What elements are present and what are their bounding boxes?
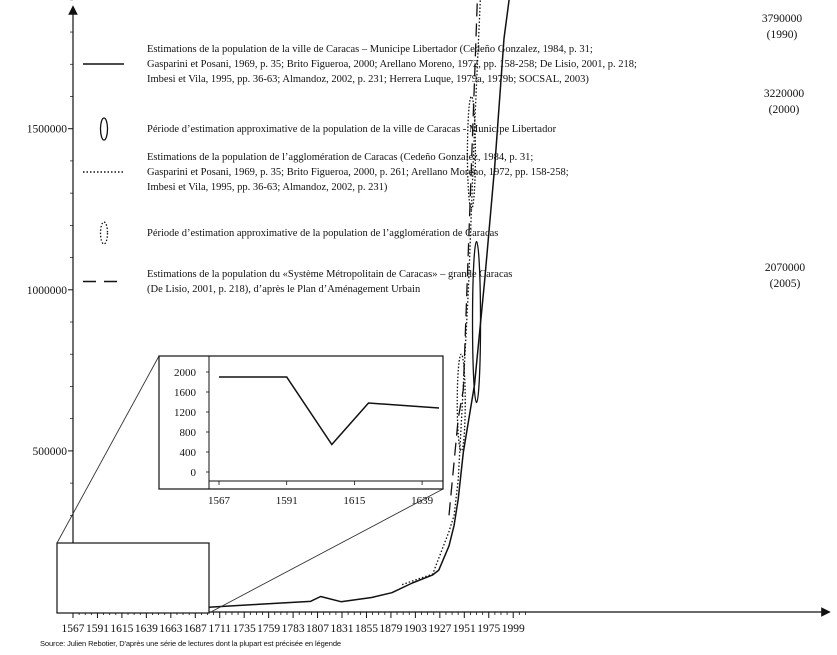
legend-text-line: Gasparini et Posani, 1969, p. 35; Brito …: [147, 59, 637, 70]
legend: Estimations de la population de la ville…: [83, 44, 637, 295]
main-ticks: 1567 1591 1615 1639 1663 1687 1711 1735 1759 1783…: [27, 0, 526, 635]
main-axes: [68, 5, 831, 617]
legend-text-line: Période d’estimation approximative de la…: [147, 228, 498, 239]
inset-y-tick-label: 400: [180, 447, 197, 459]
inset-series-line: [219, 376, 440, 446]
inset-chart: 0 400 800 1200 1600 2000 1567 1591 1615 1639: [56, 355, 444, 614]
x-tick-label: 1591: [86, 623, 109, 635]
legend-text-line: Estimations de la population du «Système…: [147, 269, 512, 280]
end-labels: 3790000 (1990) 3220000 (2000) 2070000 (2005): [762, 13, 806, 290]
legend-text-line: Imbesi et Vila, 1995, pp. 36-63; Almando…: [147, 74, 589, 85]
legend-symbol-ellipse-solid: [99, 117, 109, 141]
legend-text-line: Estimations de la population de la ville…: [147, 44, 593, 55]
estimation-period-agglomeration: [456, 353, 466, 452]
estimation-periods: [456, 95, 482, 452]
x-tick-label: 1735: [233, 623, 256, 635]
inset-x-tick-label: 1639: [411, 495, 434, 507]
end-label-year: (2000): [769, 104, 800, 116]
legend-text-line: Période d’estimation approximative de la…: [147, 124, 557, 135]
x-tick-label: 1975: [477, 623, 500, 635]
y-tick-label: 1000000: [27, 285, 68, 297]
legend-text-line: Estimations de la population de l’agglom…: [147, 152, 533, 163]
inset-x-tick-label: 1591: [276, 495, 298, 507]
y-tick-label: 500000: [33, 446, 68, 458]
inset-y-tick-label: 2000: [174, 367, 197, 379]
x-tick-label: 1855: [355, 623, 378, 635]
inset-y-tick-label: 1200: [174, 407, 197, 419]
end-label-year: (1990): [767, 29, 798, 41]
x-tick-label: 1663: [159, 623, 182, 635]
x-tick-label: 1903: [404, 623, 427, 635]
estimation-period-ville: [471, 240, 482, 404]
x-tick-label: 1687: [184, 623, 207, 635]
end-label-year: (2005): [770, 278, 801, 290]
x-tick-label: 1783: [282, 623, 305, 635]
end-label-value: 3790000: [762, 13, 803, 25]
x-tick-label: 1831: [331, 623, 354, 635]
x-tick-label: 1615: [110, 623, 133, 635]
x-tick-label: 1807: [306, 623, 329, 635]
estimation-period-agglomeration: [466, 95, 477, 210]
zoom-connector: [56, 355, 160, 544]
inset-frame: [158, 355, 444, 490]
main-series: [73, 0, 510, 613]
x-tick-label: 1879: [379, 623, 402, 635]
inset-y-tick-label: 800: [180, 427, 197, 439]
x-tick-label: 1759: [257, 623, 280, 635]
x-tick-label: 1567: [62, 623, 85, 635]
series-line-ville: [73, 0, 510, 613]
x-tick-label: 1999: [502, 623, 525, 635]
x-tick-label: 1711: [208, 623, 231, 635]
source-note: Source: Julien Rebotier, D'après une sér…: [40, 639, 341, 648]
end-label-value: 2070000: [765, 262, 806, 274]
inset-x-tick-label: 1567: [208, 495, 231, 507]
legend-symbol-ellipse-dotted: [99, 221, 109, 245]
legend-text-line: Imbesi et Vila, 1995, pp. 36-63; Almando…: [147, 182, 388, 193]
legend-text-line: Gasparini et Posani, 1969, p. 35; Brito …: [147, 167, 569, 178]
x-tick-label: 1951: [453, 623, 476, 635]
series-line-agglomeration: [401, 0, 481, 586]
inset-y-tick-label: 1600: [174, 387, 197, 399]
y-tick-label: 1500000: [27, 124, 68, 136]
inset-y-tick-label: 0: [191, 467, 197, 479]
inset-x-tick-label: 1615: [343, 495, 366, 507]
end-label-value: 3220000: [764, 88, 805, 100]
zoom-source-box: [56, 542, 210, 614]
legend-text-line: (De Lisio, 2001, p. 218), d’après le Pla…: [147, 284, 421, 295]
x-tick-label: 1927: [428, 623, 451, 635]
zoom-connector: [208, 488, 444, 614]
x-tick-label: 1639: [135, 623, 158, 635]
